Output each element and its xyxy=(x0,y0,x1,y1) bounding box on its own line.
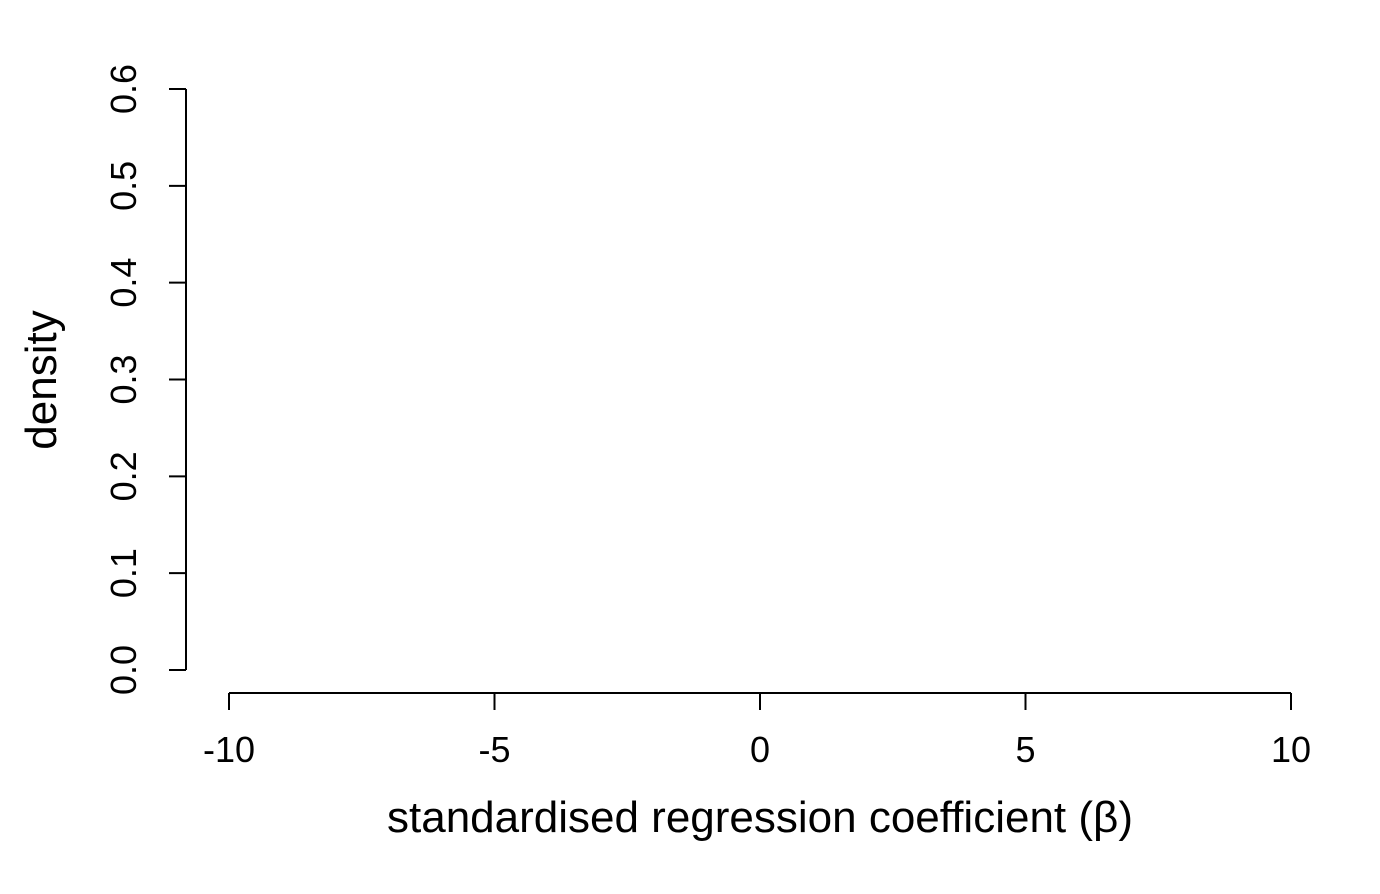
x-axis: -10 -5 0 5 10 xyxy=(203,692,1311,770)
y-ticks: 0.0 0.1 0.2 0.3 0.4 0.5 0.6 xyxy=(103,64,186,695)
y-tick-label: 0.6 xyxy=(103,64,144,114)
x-tick-label: -5 xyxy=(478,729,510,770)
y-axis: 0.0 0.1 0.2 0.3 0.4 0.5 0.6 xyxy=(103,64,187,695)
y-tick-label: 0.4 xyxy=(103,258,144,308)
x-axis-title: standardised regression coefficient (β) xyxy=(387,793,1133,842)
x-tick-label: -10 xyxy=(203,729,255,770)
y-tick-label: 0.5 xyxy=(103,161,144,211)
y-tick-label: 0.1 xyxy=(103,548,144,598)
y-tick-label: 0.3 xyxy=(103,354,144,404)
x-tick-label: 0 xyxy=(750,729,770,770)
y-axis-title: density xyxy=(17,310,66,449)
x-ticks: -10 -5 0 5 10 xyxy=(203,693,1311,770)
x-tick-label: 10 xyxy=(1271,729,1311,770)
y-tick-label: 0.2 xyxy=(103,451,144,501)
y-tick-label: 0.0 xyxy=(103,645,144,695)
x-tick-label: 5 xyxy=(1015,729,1035,770)
